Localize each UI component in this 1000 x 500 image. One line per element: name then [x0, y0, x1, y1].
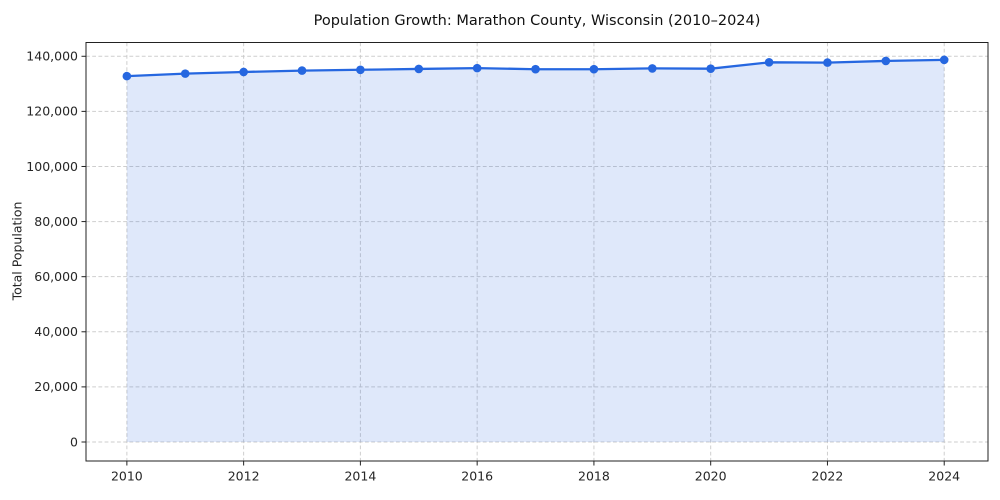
x-tick-label: 2014	[344, 469, 376, 484]
x-tick-label: 2020	[695, 469, 727, 484]
data-point-marker	[531, 64, 540, 74]
data-point-marker	[706, 64, 715, 73]
y-tick-label: 0	[70, 434, 78, 449]
x-tick-label: 2012	[228, 469, 260, 484]
y-tick-label: 40,000	[34, 324, 78, 339]
plot-border	[85, 42, 989, 462]
data-point-marker	[764, 58, 774, 67]
x-tick-label: 2024	[928, 469, 960, 484]
y-tick-label: 100,000	[26, 159, 78, 174]
data-point-marker	[823, 58, 832, 67]
data-point-marker	[414, 64, 424, 74]
data-point-marker	[589, 64, 599, 74]
y-tick-label: 80,000	[34, 214, 78, 229]
data-point-marker	[472, 63, 482, 73]
series-area-fill	[126, 59, 945, 442]
data-point-marker	[122, 71, 132, 81]
y-tick-label: 140,000	[26, 49, 78, 64]
x-tick-label: 2010	[111, 469, 143, 484]
chart-title: Population Growth: Marathon County, Wisc…	[313, 13, 761, 29]
data-point-marker	[239, 67, 248, 77]
y-tick-label: 60,000	[34, 269, 78, 284]
data-point-marker	[648, 64, 657, 73]
data-point-marker	[180, 69, 190, 78]
data-point-marker	[939, 55, 949, 65]
x-tick-label: 2016	[461, 469, 493, 484]
y-tick-label: 20,000	[34, 379, 78, 394]
data-point-marker	[356, 65, 365, 75]
x-tick-label: 2018	[578, 469, 610, 484]
x-tick-label: 2022	[812, 469, 844, 484]
data-point-marker	[881, 56, 891, 66]
data-point-marker	[297, 66, 307, 75]
y-tick-label: 120,000	[26, 104, 78, 119]
